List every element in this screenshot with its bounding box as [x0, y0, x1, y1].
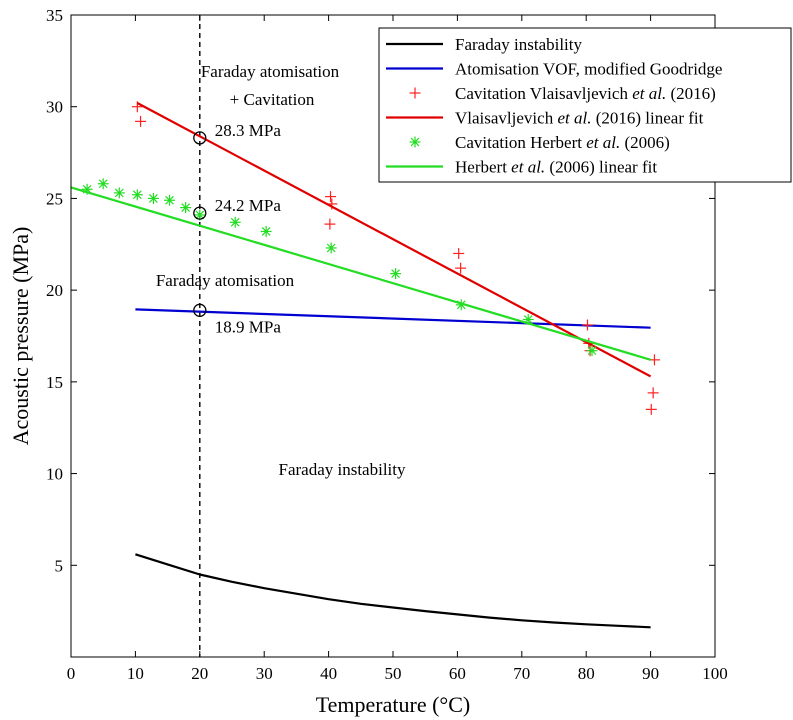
- annotation-fa_cav_2: + Cavitation: [230, 90, 315, 109]
- data-point-vlais_pts: [453, 247, 465, 259]
- legend-marker-stroke: [410, 137, 420, 147]
- legend-label-part: Vlaisavljevich: [455, 109, 557, 128]
- legend-item-vlais_pts: Cavitation Vlaisavljevich et al. (2016): [409, 84, 716, 103]
- legend-label: Cavitation Herbert et al. (2006): [455, 133, 670, 152]
- series-line-vof: [135, 308, 651, 329]
- legend-label-part: (2006) linear fit: [545, 158, 657, 177]
- annotation-fi: Faraday instability: [278, 460, 406, 479]
- marked-point-label: 28.3 MPa: [215, 121, 282, 140]
- data-point-herbert_pts: [229, 216, 241, 228]
- data-point-vlais_pts: [647, 387, 659, 399]
- data-point-vlais_pts: [131, 101, 143, 113]
- marked-point: [193, 303, 207, 317]
- legend-label: Herbert et al. (2006) linear fit: [455, 158, 657, 177]
- data-point-vlais_pts: [324, 218, 336, 230]
- marker-stroke: [456, 300, 466, 310]
- annotation-fa: Faraday atomisation: [156, 271, 295, 290]
- legend-label: Atomisation VOF, modified Goodridge: [455, 60, 722, 79]
- annotation-fa_cav_1: Faraday atomisation: [201, 62, 340, 81]
- x-tick-label: 60: [449, 664, 466, 683]
- x-tick-label: 100: [702, 664, 728, 683]
- y-tick-label: 10: [46, 465, 63, 484]
- data-point-herbert_pts: [113, 187, 125, 199]
- x-tick-label: 30: [256, 664, 273, 683]
- legend-label-part: (2016) linear fit: [591, 109, 703, 128]
- marker-stroke: [195, 210, 205, 220]
- legend-label-part: et al.: [511, 158, 545, 177]
- x-tick-label: 20: [191, 664, 208, 683]
- legend-label-part: (2006): [620, 133, 670, 152]
- series-line-faraday: [135, 553, 651, 629]
- marker-stroke: [165, 195, 174, 205]
- legend-box: [378, 27, 792, 183]
- marker-stroke: [230, 217, 240, 227]
- marked-point: [193, 206, 207, 220]
- marker-stroke: [132, 190, 142, 200]
- data-point-herbert_pts: [97, 178, 109, 190]
- legend-label: Vlaisavljevich et al. (2016) linear fit: [455, 109, 704, 128]
- data-point-vlais_pts: [645, 403, 657, 415]
- legend-label-part: Cavitation Vlaisavljevich: [455, 84, 632, 103]
- data-point-herbert_pts: [147, 192, 159, 204]
- legend-label-part: et al.: [557, 109, 591, 128]
- marked-point: [193, 131, 207, 145]
- y-tick-label: 5: [55, 556, 64, 575]
- marker-stroke: [149, 194, 158, 203]
- legend-item-herbert_fit: Herbert et al. (2006) linear fit: [386, 158, 657, 177]
- y-tick-label: 20: [46, 281, 63, 300]
- x-tick-label: 50: [385, 664, 402, 683]
- marker-stroke: [98, 179, 108, 189]
- data-point-vlais_pts: [581, 319, 593, 331]
- x-tick-label: 40: [320, 664, 337, 683]
- y-tick-label: 15: [46, 373, 63, 392]
- series-line-herbert_fit: [70, 186, 651, 361]
- marker-stroke: [181, 203, 191, 212]
- data-point-vlais_pts: [648, 354, 660, 366]
- legend: Faraday instability Atomisation VOF, modi…: [378, 27, 792, 183]
- y-tick-label: 25: [46, 189, 63, 208]
- data-point-herbert_pts: [131, 189, 143, 201]
- data-point-herbert_pts: [390, 268, 402, 280]
- x-tick-label: 10: [127, 664, 144, 683]
- data-point-herbert_pts: [325, 242, 337, 254]
- legend-item-faraday: Faraday instability: [386, 35, 583, 54]
- marker-stroke: [114, 188, 124, 198]
- x-tick-label: 80: [578, 664, 595, 683]
- legend-label-part: et al.: [632, 84, 666, 103]
- data-point-vlais_pts: [135, 115, 147, 127]
- legend-item-vlais_fit: Vlaisavljevich et al. (2016) linear fit: [386, 109, 704, 128]
- data-point-herbert_pts: [164, 194, 176, 206]
- series-line-vlais_fit: [136, 102, 652, 378]
- legend-label-part: et al.: [586, 133, 620, 152]
- legend-label: Faraday instability: [455, 35, 583, 54]
- legend-label-part: Cavitation Herbert: [455, 133, 586, 152]
- marked-point-label: 24.2 MPa: [215, 196, 282, 215]
- legend-label: Cavitation Vlaisavljevich et al. (2016): [455, 84, 716, 103]
- data-point-herbert_pts: [180, 202, 192, 214]
- marked-point-label: 18.9 MPa: [215, 317, 282, 336]
- axes: 0 10 20 30 40 50 60 70 80 90 100 5 10 15 20 25 30 35 Tempe…: [8, 6, 728, 717]
- x-axis-label: Temperature (°C): [316, 692, 470, 717]
- data-point-vlais_pts: [325, 191, 337, 203]
- data-point-vlais_pts: [455, 262, 467, 274]
- legend-item-vof: Atomisation VOF, modified Goodridge: [386, 60, 722, 79]
- data-point-herbert_pts: [260, 225, 272, 237]
- legend-label-part: (2016): [666, 84, 716, 103]
- marker-stroke: [326, 243, 336, 253]
- legend-label-part: Herbert: [455, 158, 511, 177]
- marker-stroke: [587, 346, 597, 356]
- x-tick-label: 90: [642, 664, 659, 683]
- y-axis-label: Acoustic pressure (MPa): [8, 227, 33, 446]
- data-point-herbert_pts: [586, 345, 598, 357]
- legend-item-herbert_pts: Cavitation Herbert et al. (2006): [409, 133, 670, 152]
- y-tick-label: 35: [46, 6, 63, 25]
- annotations: 28.3 MPa 24.2 MPa 18.9 MPa Faraday atomisat…: [156, 62, 406, 479]
- plot-area: [70, 15, 660, 657]
- marker-stroke: [391, 269, 400, 279]
- x-tick-label: 70: [513, 664, 530, 683]
- marker-stroke: [261, 227, 271, 236]
- y-tick-label: 30: [46, 98, 63, 117]
- x-tick-label: 0: [67, 664, 76, 683]
